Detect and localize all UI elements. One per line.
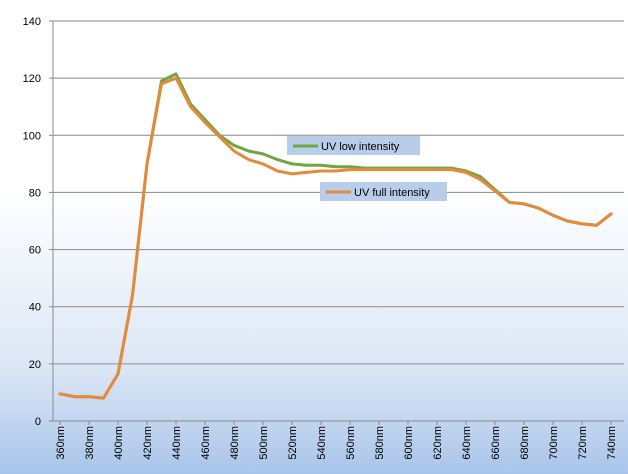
x-tick-label: 620nm (432, 426, 444, 460)
x-tick-label: 460nm (200, 426, 212, 460)
x-tick-label: 500nm (258, 426, 270, 460)
legend-box-full (320, 182, 447, 201)
y-tick-label: 40 (29, 302, 41, 314)
x-tick-label: 480nm (229, 426, 241, 460)
x-tick-labels: 360nm 380nm 400nm 420nm 440nm 460nm 480nm 500nm… (55, 421, 618, 460)
x-tick-label: 640nm (461, 426, 473, 460)
x-tick-label: 400nm (113, 426, 125, 460)
legend-label-full: UV full intensity (354, 187, 430, 199)
x-tick-label: 720nm (577, 426, 589, 460)
x-tick-label: 580nm (374, 426, 386, 460)
y-tick-label: 80 (29, 187, 41, 199)
x-tick-label: 680nm (519, 426, 531, 460)
legend-label-low: UV low intensity (321, 141, 400, 153)
legend-box-low (287, 136, 420, 155)
x-tick-label: 380nm (84, 426, 96, 460)
series-line-full (58, 76, 613, 400)
y-tick-label: 0 (35, 416, 41, 428)
legend-entry-low: UV low intensity (287, 136, 420, 155)
x-tick-label: 740nm (606, 426, 618, 460)
y-tick-labels: 0 20 40 60 80 100 120 140 (23, 16, 41, 428)
x-tick-label: 540nm (316, 426, 328, 460)
x-tick-label: 600nm (403, 426, 415, 460)
series-lines (58, 72, 613, 400)
x-tick-label: 520nm (287, 426, 299, 460)
x-tick-label: 700nm (548, 426, 560, 460)
gridlines (49, 20, 624, 422)
y-tick-label: 140 (23, 16, 41, 28)
y-tick-label: 100 (23, 130, 41, 142)
x-tick-label: 660nm (490, 426, 502, 460)
x-tick-label: 420nm (142, 426, 154, 460)
x-tick-label: 440nm (171, 426, 183, 460)
legend-entry-full: UV full intensity (320, 182, 447, 201)
axes (52, 21, 624, 422)
y-tick-label: 20 (29, 359, 41, 371)
y-tick-label: 120 (23, 73, 41, 85)
x-tick-label: 360nm (55, 426, 67, 460)
y-tick-label: 60 (29, 245, 41, 257)
series-line-low (58, 72, 613, 400)
x-tick-label: 560nm (345, 426, 357, 460)
